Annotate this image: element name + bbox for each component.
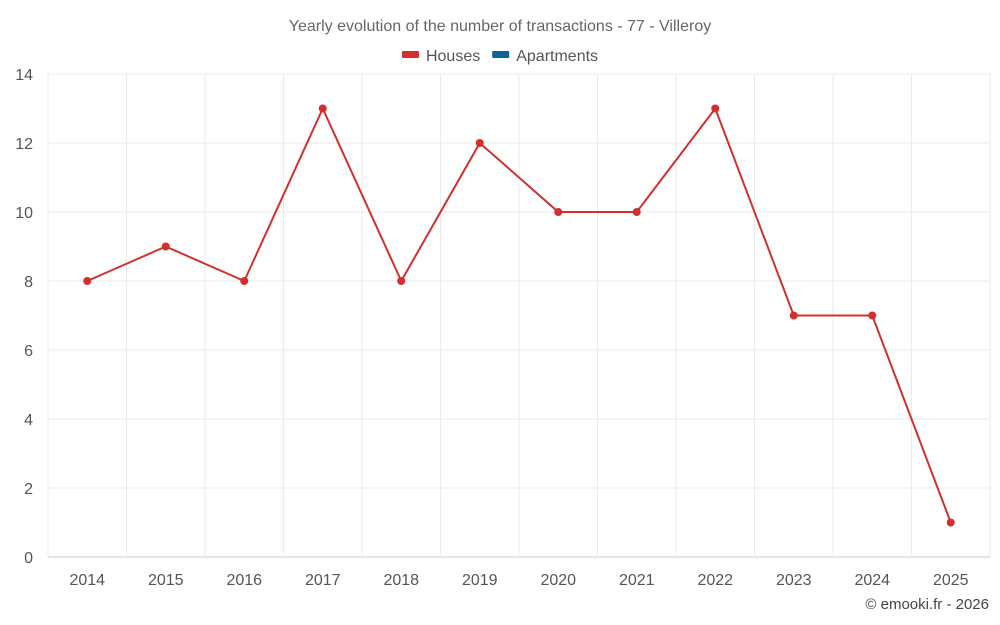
x-tick-label: 2019 (462, 572, 498, 589)
data-point[interactable] (161, 242, 170, 251)
x-axis: 2014 2015 2016 2017 2018 2019 2020 2021 2022 2023… (69, 572, 968, 589)
data-point[interactable] (240, 277, 249, 285)
x-tick-label: 2014 (69, 572, 105, 589)
legend-label: Houses (426, 48, 480, 65)
series-layer (83, 104, 955, 527)
x-tick-label: 2025 (933, 572, 969, 589)
data-point[interactable] (632, 208, 641, 216)
series-line-houses (86, 107, 952, 523)
x-tick-label: 2017 (305, 572, 341, 589)
y-tick-label: 10 (15, 205, 33, 222)
y-tick-label: 8 (24, 274, 33, 291)
x-tick-label: 2015 (148, 572, 184, 589)
y-tick-label: 14 (15, 67, 33, 84)
legend-swatch (492, 51, 510, 58)
y-tick-label: 0 (24, 550, 33, 567)
data-point[interactable] (475, 139, 484, 147)
x-tick-label: 2024 (854, 572, 890, 589)
legend-item-apartments[interactable]: Apartments (492, 48, 598, 65)
credit-text: © emooki.fr - 2026 (865, 596, 989, 613)
data-point[interactable] (789, 311, 798, 320)
legend-label: Apartments (516, 48, 598, 65)
data-point[interactable] (554, 208, 563, 216)
y-tick-label: 4 (24, 412, 33, 429)
legend-item-houses[interactable]: Houses (401, 48, 480, 65)
data-point[interactable] (397, 277, 406, 285)
data-point[interactable] (83, 277, 92, 285)
data-point[interactable] (711, 104, 720, 113)
x-tick-label: 2020 (540, 572, 576, 589)
data-point[interactable] (318, 104, 327, 113)
data-point[interactable] (868, 311, 877, 320)
x-tick-label: 2018 (383, 572, 419, 589)
x-tick-label: 2021 (619, 572, 655, 589)
chart-title: Yearly evolution of the number of transa… (289, 18, 711, 35)
y-tick-label: 2 (24, 481, 33, 498)
data-point[interactable] (946, 518, 955, 527)
x-tick-label: 2022 (697, 572, 733, 589)
legend: Houses Apartments (401, 48, 598, 65)
x-tick-label: 2016 (226, 572, 262, 589)
x-tick-label: 2023 (776, 572, 812, 589)
legend-swatch (401, 51, 419, 58)
y-tick-label: 6 (24, 343, 33, 360)
y-tick-label: 12 (15, 136, 33, 153)
grid (47, 73, 991, 558)
y-axis: 0 2 4 6 8 10 12 14 (15, 67, 33, 567)
